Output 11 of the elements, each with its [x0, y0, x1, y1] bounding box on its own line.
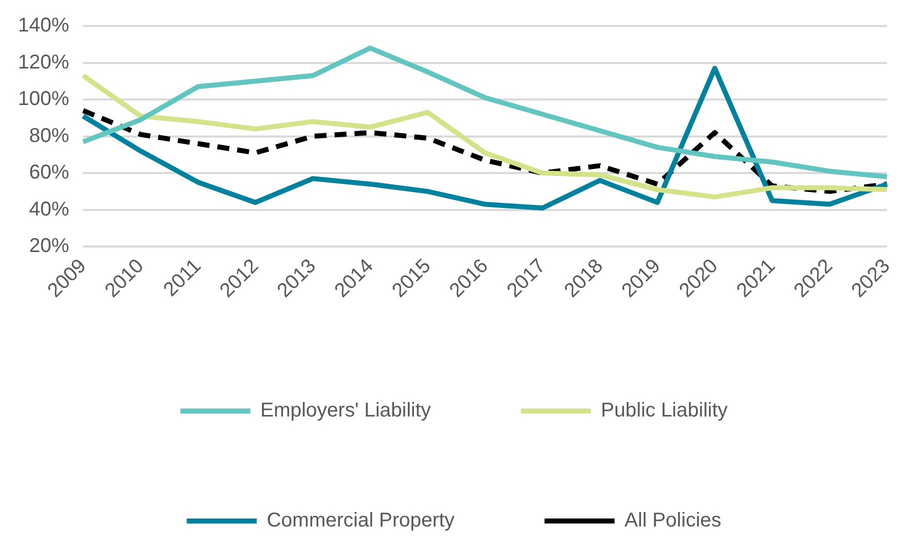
y-tick-label: 100% [18, 88, 70, 110]
legend-label: Commercial Property [266, 510, 455, 532]
y-tick-label: 20% [29, 235, 70, 258]
legend-label: All Policies [624, 510, 722, 532]
legend-label: Employers' Liability [260, 400, 431, 422]
y-tick-label: 40% [29, 198, 70, 220]
y-tick-label: 140% [18, 14, 70, 37]
legend-label: Public Liability [600, 400, 728, 422]
y-tick-label: 120% [18, 51, 70, 74]
y-tick-label: 60% [29, 162, 70, 184]
y-tick-label: 80% [29, 124, 70, 147]
